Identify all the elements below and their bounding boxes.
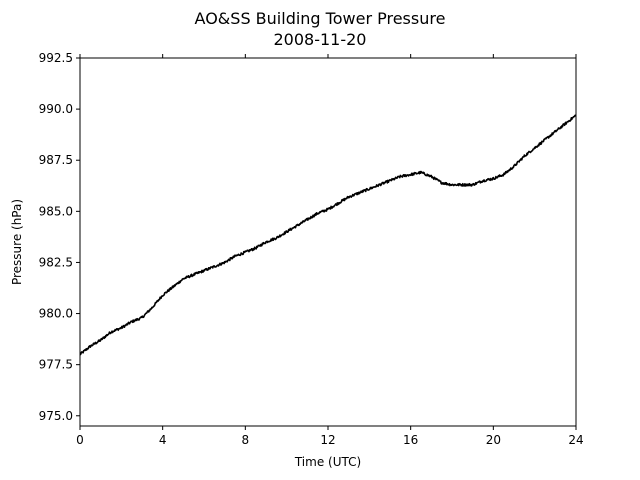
x-tick-label: 24 [568,433,583,447]
x-tick-label: 8 [242,433,250,447]
x-tick-label: 12 [320,433,335,447]
chart-title: AO&SS Building Tower Pressure [195,9,446,28]
x-tick-label: 4 [159,433,167,447]
y-tick-label: 992.5 [39,51,73,65]
x-tick-label: 20 [486,433,501,447]
y-tick-label: 975.0 [39,409,73,423]
chart-subtitle: 2008-11-20 [274,30,367,49]
x-tick-label: 0 [76,433,84,447]
y-tick-label: 987.5 [39,153,73,167]
y-tick-label: 990.0 [39,102,73,116]
y-tick-label: 985.0 [39,204,73,218]
x-axis-label: Time (UTC) [294,455,361,469]
y-tick-label: 982.5 [39,255,73,269]
x-tick-label: 16 [403,433,418,447]
y-axis-label: Pressure (hPa) [10,199,24,285]
y-tick-label: 977.5 [39,358,73,372]
plot-frame [79,57,577,427]
pressure-series-line [79,114,577,356]
y-tick-label: 980.0 [39,307,73,321]
